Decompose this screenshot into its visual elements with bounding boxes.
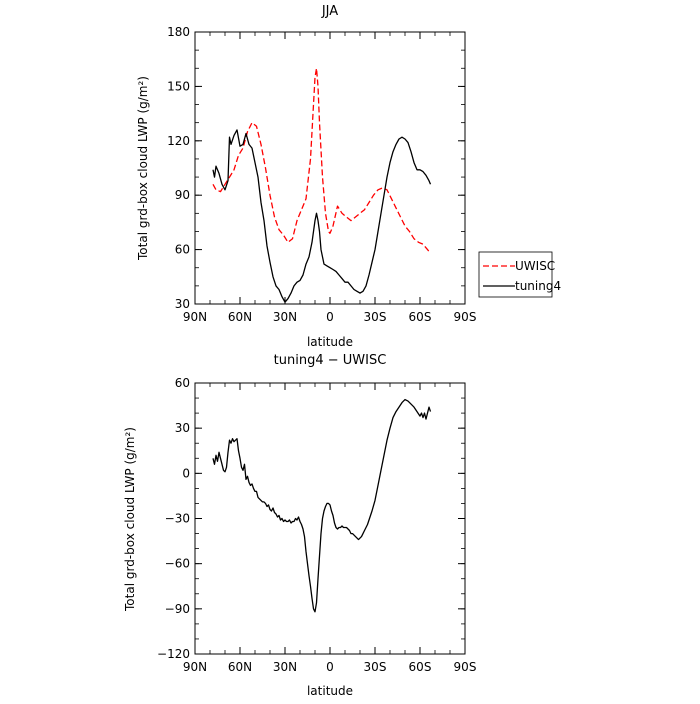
legend-label-uwisc: UWISC xyxy=(515,259,555,273)
series-line-uwisc xyxy=(212,67,431,254)
y-tick-label: −120 xyxy=(157,647,190,661)
x-tick-label: 60S xyxy=(409,660,432,674)
x-tick-label: 30N xyxy=(273,310,297,324)
y-axis-label: Total grd-box cloud LWP (g/m²) xyxy=(136,76,150,261)
y-tick-label: −90 xyxy=(165,602,190,616)
y-tick-label: 120 xyxy=(167,134,190,148)
y-tick-label: 0 xyxy=(182,466,190,480)
panel-jja: JJA 90N 60N 30N 0 30S 60S 90S 306090120150180 … xyxy=(136,4,561,349)
chart-title: tuning4 − UWISC xyxy=(274,353,387,368)
y-axis-label: Total grd-box cloud LWP (g/m²) xyxy=(123,427,137,612)
y-tick-label: 90 xyxy=(175,188,190,202)
panel-difference: tuning4 − UWISC 90N 60N 30N 0 30S 60S 90S −120… xyxy=(123,353,476,698)
plot-frame xyxy=(194,31,466,305)
x-tick-label: 60N xyxy=(228,660,252,674)
y-tick-label: −30 xyxy=(165,512,190,526)
series-line-tuning4 xyxy=(212,129,432,303)
y-tick-label: 180 xyxy=(167,25,190,39)
y-tick-label: −60 xyxy=(165,557,190,571)
x-tick-label: 0 xyxy=(326,660,334,674)
x-tick-label: 90N xyxy=(183,660,207,674)
x-tick-label: 30S xyxy=(364,310,387,324)
chart-title: JJA xyxy=(321,4,338,19)
x-tick-label: 30S xyxy=(364,660,387,674)
x-tick-label: 0 xyxy=(326,310,334,324)
x-tick-label: 90S xyxy=(454,310,477,324)
x-axis: 90N 60N 30N 0 30S 60S 90S xyxy=(183,32,477,324)
x-axis-label: latitude xyxy=(307,684,353,698)
x-axis-label: latitude xyxy=(307,335,353,349)
x-axis: 90N 60N 30N 0 30S 60S 90S xyxy=(183,383,477,674)
plot-area xyxy=(212,67,432,303)
plot-area xyxy=(212,398,432,613)
x-tick-label: 60N xyxy=(228,310,252,324)
x-tick-label: 90N xyxy=(183,310,207,324)
y-tick-label: 150 xyxy=(167,79,190,93)
legend-box xyxy=(478,251,553,298)
plot-frame xyxy=(194,382,466,655)
y-tick-label: 30 xyxy=(175,421,190,435)
legend: UWISC tuning4 xyxy=(478,251,561,298)
legend-label-tuning4: tuning4 xyxy=(515,279,561,293)
y-tick-label: 60 xyxy=(175,243,190,257)
y-axis: 30 60 90 120 150 180 xyxy=(167,25,465,311)
x-tick-label: 30N xyxy=(273,660,297,674)
x-tick-label: 90S xyxy=(454,660,477,674)
series-line-difference xyxy=(212,398,432,613)
y-tick-label: 30 xyxy=(175,297,190,311)
y-axis: −120 −90 −60 −30 0 30 60 xyxy=(157,376,465,661)
x-tick-label: 60S xyxy=(409,310,432,324)
y-tick-label: 60 xyxy=(175,376,190,390)
